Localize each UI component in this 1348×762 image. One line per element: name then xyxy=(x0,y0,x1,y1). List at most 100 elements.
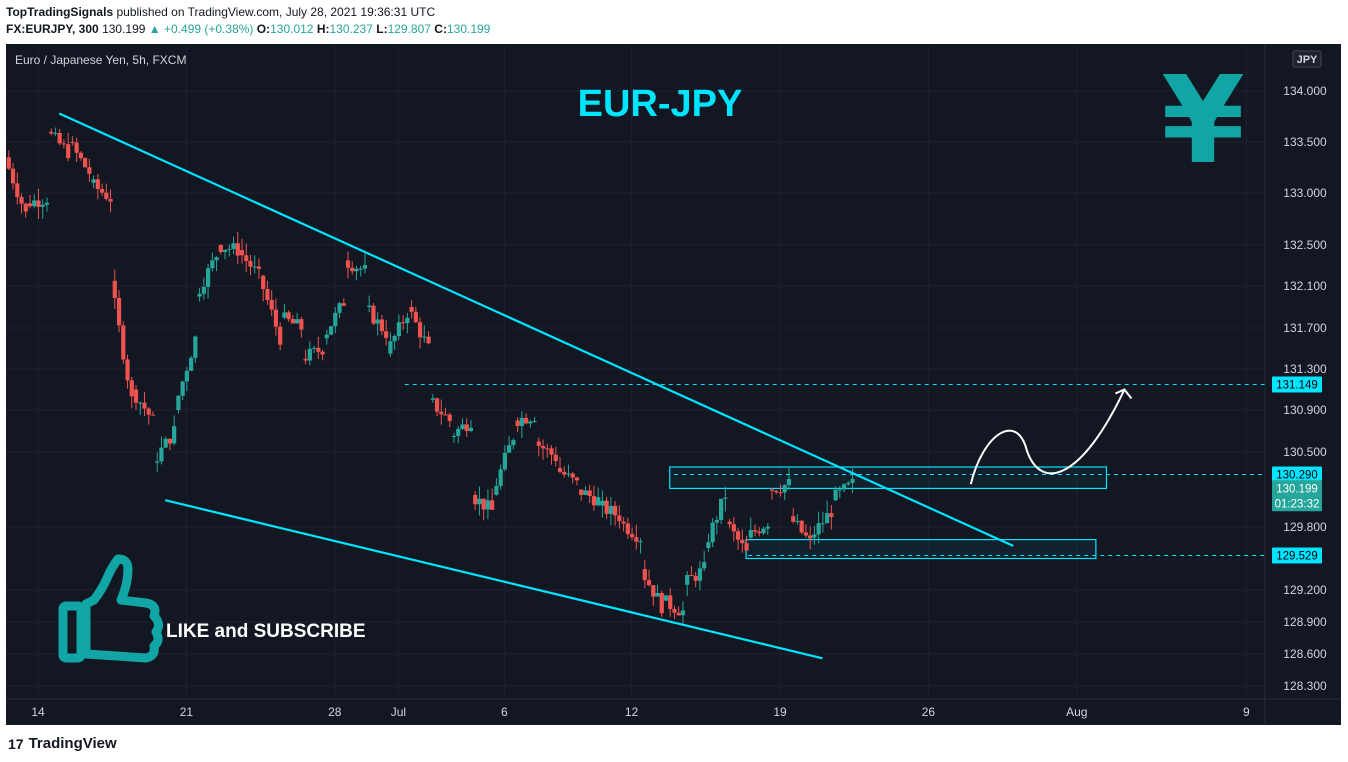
publish-line: TopTradingSignals published on TradingVi… xyxy=(6,5,435,19)
price-tick-label: 128.300 xyxy=(1283,679,1327,693)
tradingview-logo[interactable]: 17 TradingView xyxy=(8,735,117,752)
candle-body xyxy=(320,351,325,355)
currency-badge[interactable] xyxy=(1292,50,1322,68)
candle-body xyxy=(104,192,109,199)
candle-body xyxy=(252,266,257,268)
last-price: 130.199 xyxy=(102,22,146,36)
time-tick-label: 14 xyxy=(31,705,45,719)
candle-body xyxy=(803,532,809,536)
candle-body xyxy=(562,471,567,475)
level-lines xyxy=(404,383,1265,556)
time-tick-label: 26 xyxy=(922,705,936,719)
candle-body xyxy=(155,461,160,463)
time-tick-label: 21 xyxy=(180,705,194,719)
candle-body xyxy=(782,485,787,493)
candle-body xyxy=(769,489,775,491)
candle-body xyxy=(583,490,588,495)
time-tick-label: 19 xyxy=(773,705,787,719)
candle-body xyxy=(761,528,766,534)
price-tick-label: 131.700 xyxy=(1283,321,1327,335)
candle-body xyxy=(693,576,698,581)
candle-body xyxy=(515,420,520,426)
candle-body xyxy=(676,612,681,616)
candle-body xyxy=(40,204,45,207)
candle-body xyxy=(218,245,223,253)
candle-body xyxy=(138,402,143,404)
candle-body xyxy=(523,417,529,424)
time-tick-label: 28 xyxy=(328,705,342,719)
candle-body xyxy=(328,326,334,335)
price-tag-text: 131.149 xyxy=(1276,379,1318,391)
candle-body xyxy=(261,275,266,289)
candle-body xyxy=(791,516,796,522)
candle-body xyxy=(311,347,317,349)
candle-body xyxy=(829,513,834,517)
candle-body xyxy=(112,280,117,299)
candle-body xyxy=(354,268,359,272)
price-axis: 134.000 133.500 133.000 132.500 132.100 131.7… xyxy=(1283,84,1327,693)
candle-body xyxy=(456,428,461,436)
candle-body xyxy=(719,498,724,521)
candle-body xyxy=(752,530,758,532)
candle-body xyxy=(820,523,825,525)
candle-body xyxy=(672,609,677,613)
candle-body xyxy=(417,322,423,338)
candle-body xyxy=(731,524,736,532)
time-tick-label: 6 xyxy=(501,705,508,719)
candle-body xyxy=(825,513,830,524)
candle-body xyxy=(774,490,779,493)
trendlines xyxy=(58,112,1014,660)
candle-body xyxy=(651,585,656,597)
candle-body xyxy=(324,334,329,339)
candle-body xyxy=(61,143,67,145)
candle-body xyxy=(485,500,491,510)
candle-body xyxy=(133,389,139,403)
candle-body xyxy=(32,200,37,207)
candle-body xyxy=(70,142,75,143)
candle-body xyxy=(596,497,601,506)
candle-body xyxy=(172,426,177,444)
like-subscribe-text: LIKE and SUBSCRIBE xyxy=(166,621,366,642)
candle-body xyxy=(265,288,270,300)
candle-body xyxy=(248,260,253,267)
grid-lines xyxy=(6,44,1265,699)
candle-body xyxy=(189,357,194,371)
candle-body xyxy=(680,610,686,616)
candle-body xyxy=(396,322,401,336)
price-change: ▲ +0.499 (+0.38%) xyxy=(148,22,254,36)
candle-body xyxy=(23,203,28,212)
candle-body xyxy=(536,441,541,446)
candle-body xyxy=(333,312,338,327)
candle-body xyxy=(214,257,219,261)
price-tick-label: 134.000 xyxy=(1283,84,1327,98)
candle-body xyxy=(812,534,817,538)
candle-body xyxy=(507,445,512,453)
price-tag-text: 130.290 xyxy=(1276,470,1318,482)
price-tag xyxy=(1272,466,1322,483)
candle-body xyxy=(66,144,71,159)
candle-body xyxy=(430,398,435,400)
candle-body xyxy=(519,417,524,426)
candle-body xyxy=(150,414,156,416)
candle-body xyxy=(401,322,406,324)
candle-body xyxy=(740,539,745,544)
candle-body xyxy=(316,347,321,352)
candle-body xyxy=(95,179,100,189)
candle-body xyxy=(362,265,368,269)
candle-body xyxy=(388,341,393,354)
candle-body xyxy=(205,268,211,287)
high-value: 130.237 xyxy=(329,22,373,36)
candle-body xyxy=(629,534,635,538)
price-chart[interactable]: 134.000 133.500 133.000 132.500 132.100 131.7… xyxy=(6,44,1341,725)
candle-body xyxy=(473,494,478,505)
candle-body xyxy=(553,454,558,462)
candle-body xyxy=(655,593,660,597)
candle-body xyxy=(375,319,380,324)
low-value: 129.807 xyxy=(387,22,431,36)
candle-body xyxy=(227,248,232,250)
author-name[interactable]: TopTradingSignals xyxy=(6,5,114,19)
close-label: C: xyxy=(434,22,447,36)
candle-body xyxy=(290,319,295,324)
chart-area[interactable]: 134.000 133.500 133.000 132.500 132.100 131.7… xyxy=(6,44,1341,725)
candle-body xyxy=(757,531,762,534)
